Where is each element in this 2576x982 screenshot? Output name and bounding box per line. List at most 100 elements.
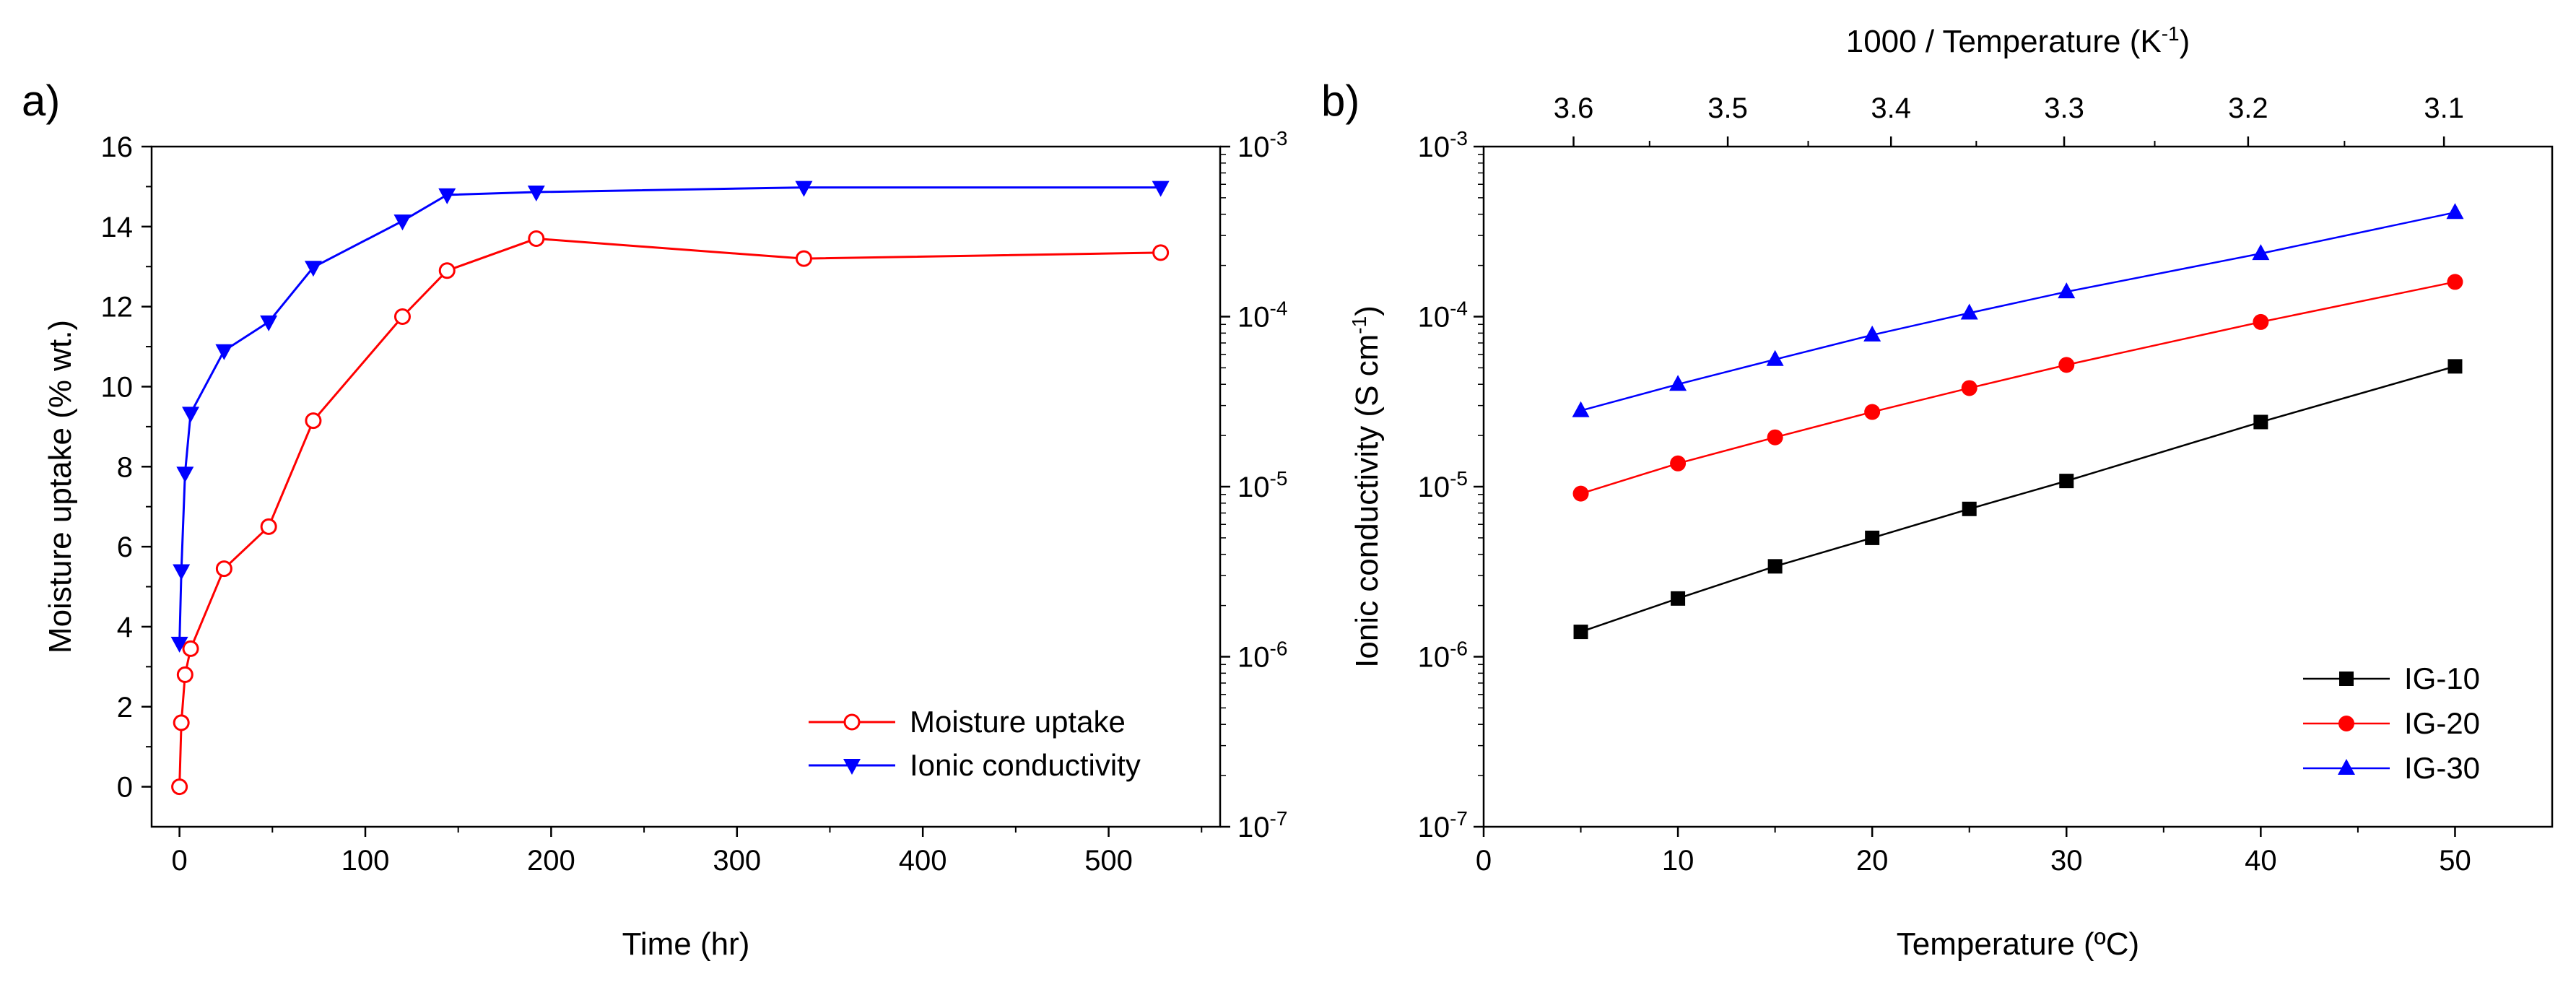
legend-marker xyxy=(2338,716,2354,731)
legend-marker xyxy=(2339,672,2354,686)
legend-label: Moisture uptake xyxy=(910,705,1126,739)
series-line-ig-20 xyxy=(1580,281,2455,495)
data-point xyxy=(1766,349,1784,366)
panel-label: b) xyxy=(1321,77,1359,125)
legend-marker xyxy=(2338,759,2355,775)
x-tick-label: 40 xyxy=(2245,845,2277,877)
series-line-ig-10 xyxy=(1580,365,2455,633)
data-point xyxy=(2059,474,2074,489)
x2-axis-title: 1000 / Temperature (K-1) xyxy=(1846,22,2190,59)
data-point xyxy=(173,564,191,581)
data-point xyxy=(304,261,322,277)
legend-marker xyxy=(843,713,861,731)
data-point xyxy=(2253,414,2268,430)
data-point xyxy=(1865,530,1880,545)
data-point xyxy=(1767,559,1783,574)
x-tick-label: 300 xyxy=(713,845,761,877)
data-point xyxy=(1864,404,1881,420)
data-point xyxy=(170,636,188,653)
y-left-tick-label: 12 xyxy=(101,292,134,323)
y-left-axis-title: Moisture uptake (% wt.) xyxy=(43,320,78,653)
data-point xyxy=(182,407,200,423)
y-right-tick-label: 10-3 xyxy=(1237,127,1287,163)
x-tick-label: 20 xyxy=(1856,845,1889,877)
legend-label: IG-30 xyxy=(2404,751,2480,785)
data-point xyxy=(1960,303,1978,320)
y-right-tick-label: 10-6 xyxy=(1237,638,1287,674)
series-line-ionic-conductivity xyxy=(178,186,1161,643)
y-left-tick-label: 8 xyxy=(117,451,133,483)
y-right-tick-label: 10-7 xyxy=(1237,807,1287,843)
y-tick-label: 10-7 xyxy=(1418,807,1468,843)
data-point xyxy=(1152,181,1170,197)
data-point xyxy=(1152,244,1170,261)
data-point xyxy=(2058,282,2076,299)
data-point xyxy=(305,412,322,430)
data-point xyxy=(2252,244,2270,261)
x2-tick-label: 3.4 xyxy=(1871,92,1911,124)
y-axis-title: Ionic conductivity (S cm-1) xyxy=(1348,305,1385,668)
y-right-tick-label: 10-5 xyxy=(1237,467,1287,503)
data-point xyxy=(1572,401,1590,417)
x-tick-label: 0 xyxy=(1476,845,1492,877)
legend-label: Ionic conductivity xyxy=(910,748,1141,782)
data-point xyxy=(215,344,233,360)
y-left-tick-label: 2 xyxy=(117,692,133,724)
plot-frame xyxy=(1482,145,2554,828)
data-point xyxy=(215,560,232,578)
panel-a-chart: a) 0 100 200 300 400 500 Time (hr) 0 2 4 6 8 10 12 14 16… xyxy=(22,77,1287,962)
data-point xyxy=(528,230,545,247)
series-line-ig-30 xyxy=(1580,211,2455,412)
x-tick-label: 400 xyxy=(899,845,947,877)
x-axis-title: Time (hr) xyxy=(622,926,750,962)
data-point xyxy=(173,714,190,731)
data-point xyxy=(795,181,813,197)
x2-tick-label: 3.5 xyxy=(1707,92,1748,124)
data-point xyxy=(260,518,277,535)
y-tick-label: 10-6 xyxy=(1418,638,1468,674)
data-point xyxy=(2253,313,2269,330)
y-left-tick-label: 6 xyxy=(117,531,133,563)
x2-tick-label: 3.6 xyxy=(1554,92,1594,124)
data-point xyxy=(1767,429,1783,446)
data-point xyxy=(171,778,188,796)
x-tick-label: 500 xyxy=(1084,845,1133,877)
y-tick-label: 10-3 xyxy=(1418,127,1468,163)
data-point xyxy=(1669,375,1687,391)
data-point xyxy=(176,666,193,683)
panel-b-chart: b) 0 10 20 30 40 50 Temperature (ºC) 3.6 3.5 3.4 3.… xyxy=(1321,22,2554,962)
data-point xyxy=(1961,380,1977,396)
y-right-tick-label: 10-4 xyxy=(1237,297,1287,334)
x2-tick-label: 3.2 xyxy=(2228,92,2268,124)
data-point xyxy=(260,315,278,331)
data-point xyxy=(1671,591,1686,606)
data-point xyxy=(795,250,812,267)
x2-tick-label: 3.3 xyxy=(2044,92,2084,124)
x-tick-label: 100 xyxy=(341,845,390,877)
data-point xyxy=(2447,359,2463,374)
data-point xyxy=(438,262,456,279)
data-point xyxy=(438,188,456,204)
data-point xyxy=(1572,485,1589,502)
data-point xyxy=(527,186,545,202)
y-tick-label: 10-4 xyxy=(1418,297,1468,334)
y-left-tick-label: 16 xyxy=(101,131,134,163)
x-axis-title: Temperature (ºC) xyxy=(1897,926,2139,962)
x-tick-label: 10 xyxy=(1662,845,1694,877)
data-point xyxy=(2058,357,2075,373)
y-tick-label: 10-5 xyxy=(1418,467,1468,503)
data-point xyxy=(1670,455,1687,472)
data-point xyxy=(1573,625,1588,640)
x2-tick-label: 3.1 xyxy=(2424,92,2464,124)
x-tick-label: 200 xyxy=(527,845,575,877)
legend-marker xyxy=(843,759,861,775)
data-point xyxy=(176,466,194,483)
y-left-tick-label: 14 xyxy=(101,212,134,243)
data-point xyxy=(182,640,199,657)
data-point xyxy=(1863,325,1881,342)
panel-label: a) xyxy=(22,77,60,125)
y-left-tick-label: 0 xyxy=(117,772,133,804)
data-point xyxy=(2446,203,2464,220)
data-point xyxy=(393,214,412,231)
x-tick-label: 0 xyxy=(171,845,187,877)
